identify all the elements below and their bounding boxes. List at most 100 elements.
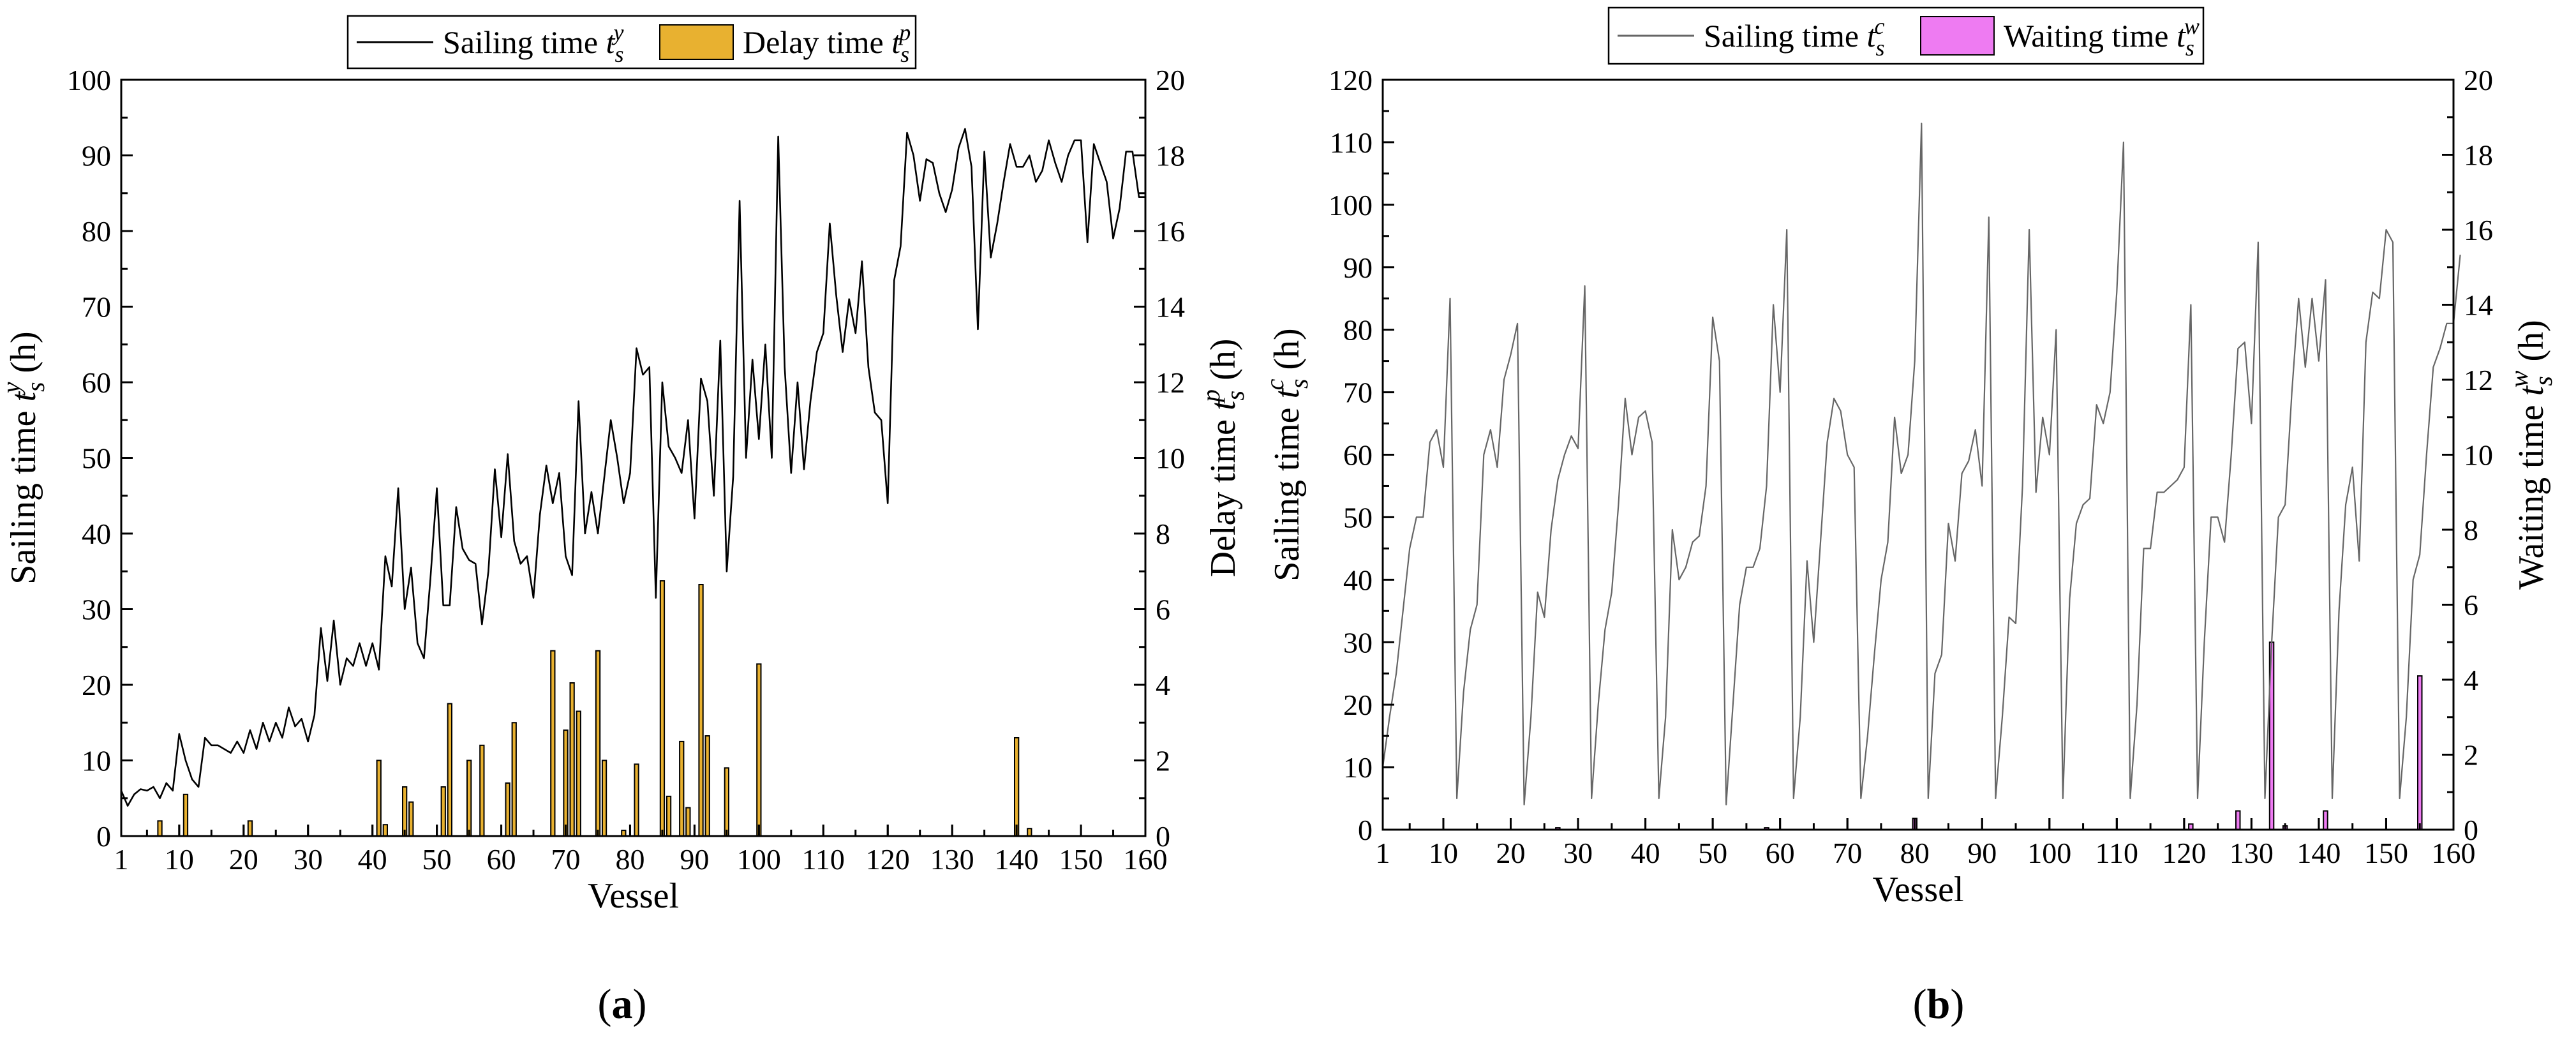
axis-title-superscript: p xyxy=(1196,389,1225,404)
axis-title-symbol: t xyxy=(1203,400,1243,410)
x-tick-label: 50 xyxy=(422,843,452,876)
bar xyxy=(408,801,414,837)
x-tick-label: 60 xyxy=(1766,837,1795,869)
legend-label-superscript: w xyxy=(2184,13,2200,39)
bar xyxy=(679,740,685,837)
x-tick-label: 30 xyxy=(294,843,323,876)
y-tick-label: 40 xyxy=(1343,564,1373,596)
chart-panel-b: 1 10 20 30 40 50 60 70 80 90 100 110 120 130 140 150 160… xyxy=(1260,6,2557,1028)
y-right-tick-label: 12 xyxy=(2464,364,2493,396)
bar xyxy=(576,710,581,837)
bar xyxy=(666,795,672,837)
y-right-tick-label: 6 xyxy=(1156,594,1170,626)
axis-title-unit: (h) xyxy=(1203,339,1243,389)
axis-title-superscript: y xyxy=(0,382,26,396)
y-right-tick-label: 16 xyxy=(2464,214,2493,246)
panel-label-paren: ( xyxy=(598,981,612,1028)
y-right-tick-label: 10 xyxy=(1156,442,1185,475)
y-tick-label: 70 xyxy=(1343,377,1373,409)
x-axis-title: Vessel xyxy=(588,876,679,916)
bar xyxy=(376,759,382,837)
y-tick-label: 0 xyxy=(1358,814,1373,846)
x-tick-label: 150 xyxy=(1059,843,1103,876)
y-tick-label: 90 xyxy=(1343,251,1373,284)
x-tick-label: 60 xyxy=(487,843,516,876)
bar xyxy=(698,584,704,837)
axis-title-text: Sailing time xyxy=(4,401,43,584)
axis-title-unit: (h) xyxy=(1267,328,1307,378)
axis-title-symbol: t xyxy=(1267,387,1307,398)
x-tick-label: 1 xyxy=(114,843,129,876)
y-tick-label: 10 xyxy=(1343,751,1373,784)
bar xyxy=(634,763,639,837)
bar xyxy=(182,793,189,837)
legend-label-subscript: s xyxy=(614,41,623,67)
axis-title-text: Delay time xyxy=(1203,410,1243,577)
legend-label-symbol: t xyxy=(891,24,901,60)
x-tick-label: 140 xyxy=(995,843,1039,876)
y-tick-label: 80 xyxy=(82,215,111,248)
bar xyxy=(511,722,517,837)
x-tick-label: 160 xyxy=(2432,837,2476,869)
y-tick-label: 110 xyxy=(1330,126,1373,159)
bar xyxy=(569,682,575,837)
axis-title-symbol: t xyxy=(4,391,43,401)
y-axis-title: Sailing time tsy (h) xyxy=(0,331,50,584)
x-tick-label: 90 xyxy=(680,843,709,876)
chart-panel-a: 1 10 20 30 40 50 60 70 80 90 100 110 120 130 140 150 160… xyxy=(0,15,1249,1028)
legend-label: Sailing time tsc xyxy=(1704,13,1884,61)
x-tick-label: 140 xyxy=(2297,837,2341,869)
y-tick-label: 20 xyxy=(1343,689,1373,721)
legend-label-text: Waiting time xyxy=(2004,18,2177,54)
y-right-tick-label: 14 xyxy=(2464,289,2493,322)
y-tick-label: 30 xyxy=(1343,626,1373,659)
y-right-tick-label: 18 xyxy=(2464,139,2493,172)
bar xyxy=(659,580,666,837)
x-tick-label: 80 xyxy=(1900,837,1930,869)
y-tick-label: 60 xyxy=(82,366,111,399)
legend: Sailing time tsc Waiting time tsw xyxy=(1607,6,2205,65)
legend-label-symbol: t xyxy=(1867,18,1877,54)
x-tick-label: 80 xyxy=(615,843,644,876)
x-tick-label: 130 xyxy=(930,843,974,876)
y-right-tick-label: 18 xyxy=(1156,140,1185,172)
panel-label-paren: ( xyxy=(1913,981,1927,1028)
y-tick-label: 20 xyxy=(82,669,111,701)
y-tick-label: 70 xyxy=(82,291,111,324)
x-tick-label: 110 xyxy=(2096,837,2138,869)
axis-title-symbol: t xyxy=(2512,385,2551,396)
legend-label-subscript: s xyxy=(1875,35,1884,61)
y-right-tick-label: 14 xyxy=(1156,291,1185,324)
y-right-tick-label: 16 xyxy=(1156,215,1185,248)
x-tick-label: 100 xyxy=(2027,837,2071,869)
x-tick-label: 120 xyxy=(866,843,910,876)
panel-label: (b) xyxy=(1913,981,1965,1028)
y-right-tick-label: 2 xyxy=(1156,745,1170,777)
legend-label-symbol: t xyxy=(606,24,616,60)
y-right-tick-label: 10 xyxy=(2464,439,2493,472)
panel-label-letter: a xyxy=(612,981,633,1028)
legend-label: Waiting time tsw xyxy=(2004,13,2200,61)
bar xyxy=(247,820,253,837)
bar xyxy=(402,786,408,837)
bar xyxy=(382,824,389,837)
bar xyxy=(1014,737,1020,837)
x-tick-label: 70 xyxy=(551,843,581,876)
legend-label-superscript: p xyxy=(897,20,911,45)
legend-label-text: Sailing time xyxy=(443,24,606,60)
bar xyxy=(563,729,569,837)
axis-title-unit: (h) xyxy=(4,331,43,382)
x-tick-label: 70 xyxy=(1833,837,1862,869)
y-tick-label: 40 xyxy=(82,518,111,550)
legend-label: Sailing time tsy xyxy=(443,20,623,67)
bar xyxy=(724,767,729,837)
y-right-tick-label: 4 xyxy=(1156,669,1170,701)
x-tick-label: 10 xyxy=(1429,837,1458,869)
x-tick-label: 30 xyxy=(1563,837,1593,869)
legend-label-text: Sailing time xyxy=(1704,18,1867,54)
axis-title-superscript: w xyxy=(2505,370,2533,387)
x-tick-label: 130 xyxy=(2230,837,2274,869)
legend-label-superscript: y xyxy=(611,20,623,45)
bar xyxy=(704,735,710,837)
